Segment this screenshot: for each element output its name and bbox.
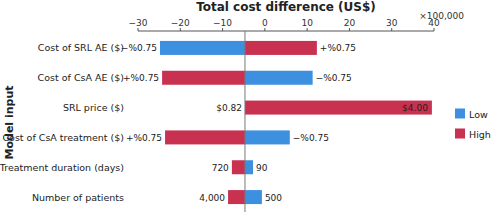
x-tick-label: −10 [213,18,232,28]
title: Total cost difference (US$) [196,0,376,14]
bar-label: 720 [212,163,229,173]
bar [162,71,245,85]
bar [232,160,245,174]
x-tick-label: 40 [428,18,440,28]
x-tick [434,28,435,31]
bar [228,190,245,204]
bar [245,41,317,55]
category-label: Cost of CsA AE ($) [38,72,124,83]
bar [245,190,262,204]
category-label: Cost of SRL AE ($) [38,42,124,53]
chart: Total cost difference (US$) ×100,000 −30 −2… [0,0,500,216]
x-tick-label: 20 [344,18,356,28]
x-tick-label: −20 [171,18,190,28]
x-tick-label: 10 [301,18,313,28]
bar [160,41,245,55]
bar-label: −%0.75 [121,43,157,53]
bar-label: $4.00 [402,103,428,113]
bar-label: −%0.75 [293,133,329,143]
x-tick [391,28,392,31]
bar-label: −%0.75 [316,73,352,83]
legend-label: Low [469,109,488,120]
base-line [244,31,245,212]
x-tick [307,28,308,31]
category-label: SRL price ($) [63,102,124,113]
bar-label: 500 [265,193,282,203]
bar-label: 4,000 [199,193,225,203]
legend-label: High [469,129,491,140]
bar-label: +%0.75 [123,73,159,83]
bars [160,41,432,204]
category-label: Cost of CsA treatment ($) [2,132,124,143]
x-tick [349,28,350,31]
bar-label: 90 [256,163,268,173]
x-tick [264,28,265,31]
bar [245,130,290,144]
x-tick-label: 30 [386,18,398,28]
bar-label: +%0.75 [126,133,162,143]
category-label: Number of patients [32,192,124,203]
bar-label: +%0.75 [320,43,356,53]
bar [245,101,432,115]
axis-multiplier: ×100,000 [419,11,464,21]
bar [245,71,313,85]
x-tick-label: −30 [129,18,148,28]
bar [165,130,245,144]
x-tick-label: 0 [262,18,268,28]
legend-swatch [455,109,465,119]
legend-swatch [455,129,465,139]
bar [245,160,253,174]
x-tick [222,28,223,31]
x-axis-line [138,31,434,32]
category-label: Treatment duration (days) [0,162,124,173]
x-tick [180,28,181,31]
x-tick [138,28,139,31]
y-axis-label: Model input [3,85,16,159]
bar-label: $0.82 [216,103,242,113]
